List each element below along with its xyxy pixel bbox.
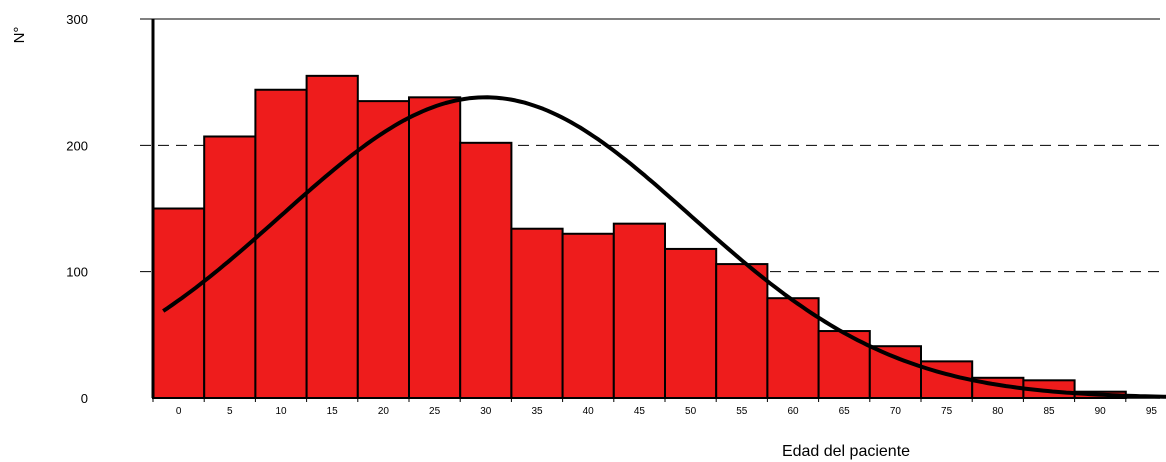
x-tick-label-50: 50 (685, 406, 697, 417)
bar-0 (152, 207, 206, 399)
x-axis-label: Edad del paciente (782, 443, 910, 460)
bar-15 (305, 74, 359, 399)
y-tick-label-0: 0 (81, 391, 88, 406)
y-tick-label-300: 300 (66, 12, 88, 27)
x-tick-label-85: 85 (1043, 406, 1055, 417)
bar-35 (510, 227, 564, 399)
bar-10 (254, 88, 308, 399)
bars-group (152, 74, 1127, 400)
x-tick-label-70: 70 (890, 406, 902, 417)
bar-40 (561, 232, 615, 399)
x-tick-label-55: 55 (736, 406, 748, 417)
x-tick-label-25: 25 (429, 406, 441, 417)
x-tick-label-60: 60 (787, 406, 799, 417)
x-tick-label-40: 40 (583, 406, 595, 417)
bar-70 (868, 345, 922, 400)
x-tick-label-90: 90 (1095, 406, 1107, 417)
y-ticks-group: 0 100 200 300 (66, 12, 88, 406)
bar-30 (459, 141, 513, 399)
x-tick-label-45: 45 (634, 406, 646, 417)
x-tick-label-65: 65 (839, 406, 851, 417)
x-tick-label-75: 75 (941, 406, 953, 417)
bar-20 (356, 100, 410, 399)
x-tick-label-0: 0 (176, 406, 182, 417)
y-axis-label: N° (11, 27, 28, 44)
x-ticks-group: 0 5 10 15 20 25 30 35 40 45 50 55 60 65 70 75 80 85 90 95 (152, 398, 1158, 417)
bar-55 (715, 263, 769, 399)
x-tick-label-5: 5 (227, 406, 233, 417)
bar-45 (612, 222, 666, 399)
x-tick-label-10: 10 (275, 406, 287, 417)
x-tick-label-15: 15 (327, 406, 339, 417)
bar-50 (664, 247, 718, 399)
x-tick-label-35: 35 (531, 406, 543, 417)
bar-25 (408, 96, 462, 400)
x-tick-label-30: 30 (480, 406, 492, 417)
y-tick-label-200: 200 (66, 138, 88, 153)
x-tick-label-95: 95 (1146, 406, 1158, 417)
bar-5 (203, 135, 257, 400)
normal-curve (162, 95, 1166, 399)
y-tick-label-100: 100 (66, 265, 88, 280)
x-tick-label-20: 20 (378, 406, 390, 417)
x-tick-label-80: 80 (992, 406, 1004, 417)
